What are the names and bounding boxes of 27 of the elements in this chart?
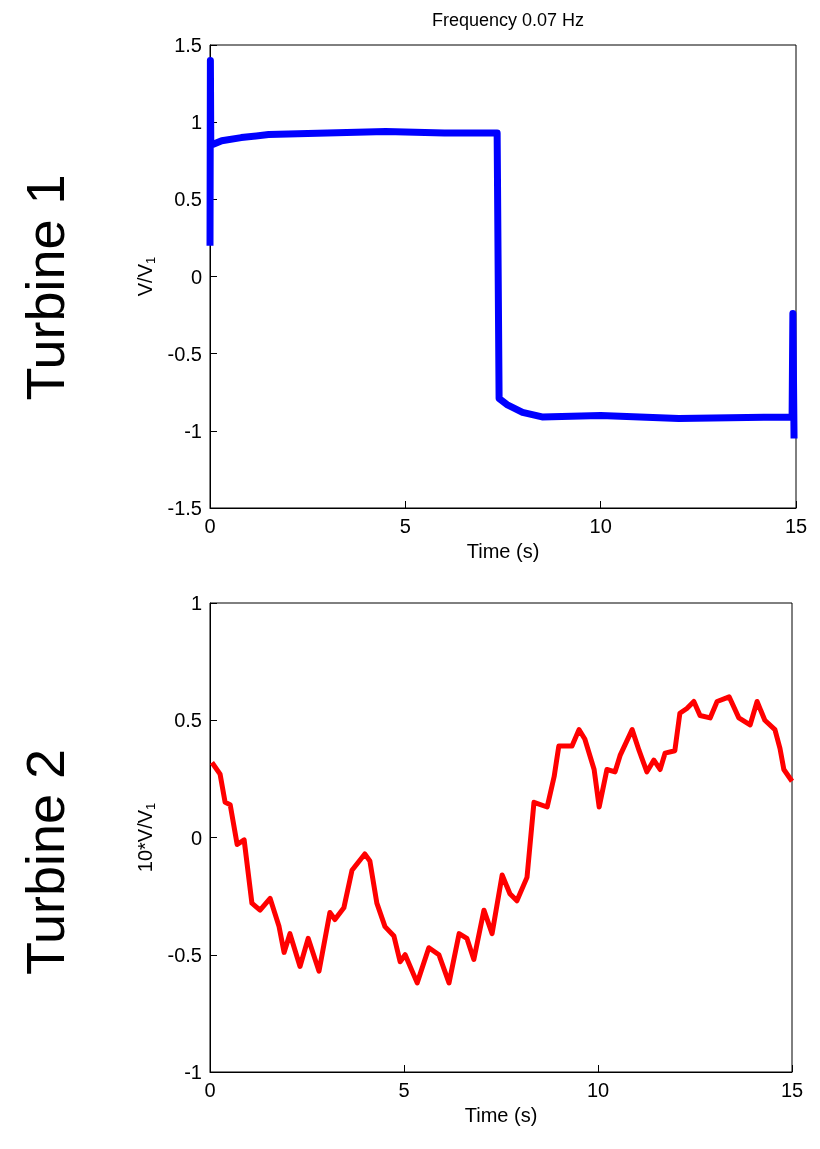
- y-tick-label: -0.5: [167, 943, 202, 966]
- x-tick-label: 0: [204, 515, 216, 537]
- text: Turbine 1: [15, 174, 75, 401]
- y-tick-label: -1.5: [167, 497, 202, 519]
- x-tick-label: 15: [784, 515, 808, 537]
- y-tick-label: 1.5: [174, 34, 202, 56]
- y-tick-label: -1: [184, 419, 202, 442]
- y-tick-label: 0.5: [174, 188, 202, 211]
- y-axis-title: V/V1: [134, 256, 158, 297]
- chart-title: Frequency 0.07 Hz: [431, 10, 585, 30]
- y-tick-label: -0.5: [167, 342, 202, 365]
- y-tick-label: 1: [190, 111, 202, 134]
- y-tick-label: 0: [190, 826, 202, 849]
- y-tick-label: -1: [184, 1061, 202, 1083]
- text: Turbine 2: [15, 748, 75, 976]
- x-axis-title: Time (s): [464, 1103, 538, 1126]
- y-tick-label: 1: [190, 592, 202, 614]
- x-tick-label: 5: [398, 1079, 410, 1101]
- x-axis-title: Time (s): [466, 539, 540, 562]
- x-tick-label: 15: [780, 1079, 804, 1101]
- y-axis-title: 10*V/V1: [134, 802, 158, 873]
- x-tick-label: 10: [586, 1079, 610, 1101]
- y-tick-label: 0: [190, 265, 202, 288]
- y-tick-label: 0.5: [174, 709, 202, 732]
- x-tick-label: 0: [204, 1079, 216, 1101]
- x-tick-label: 5: [399, 515, 411, 537]
- x-tick-label: 10: [589, 515, 612, 537]
